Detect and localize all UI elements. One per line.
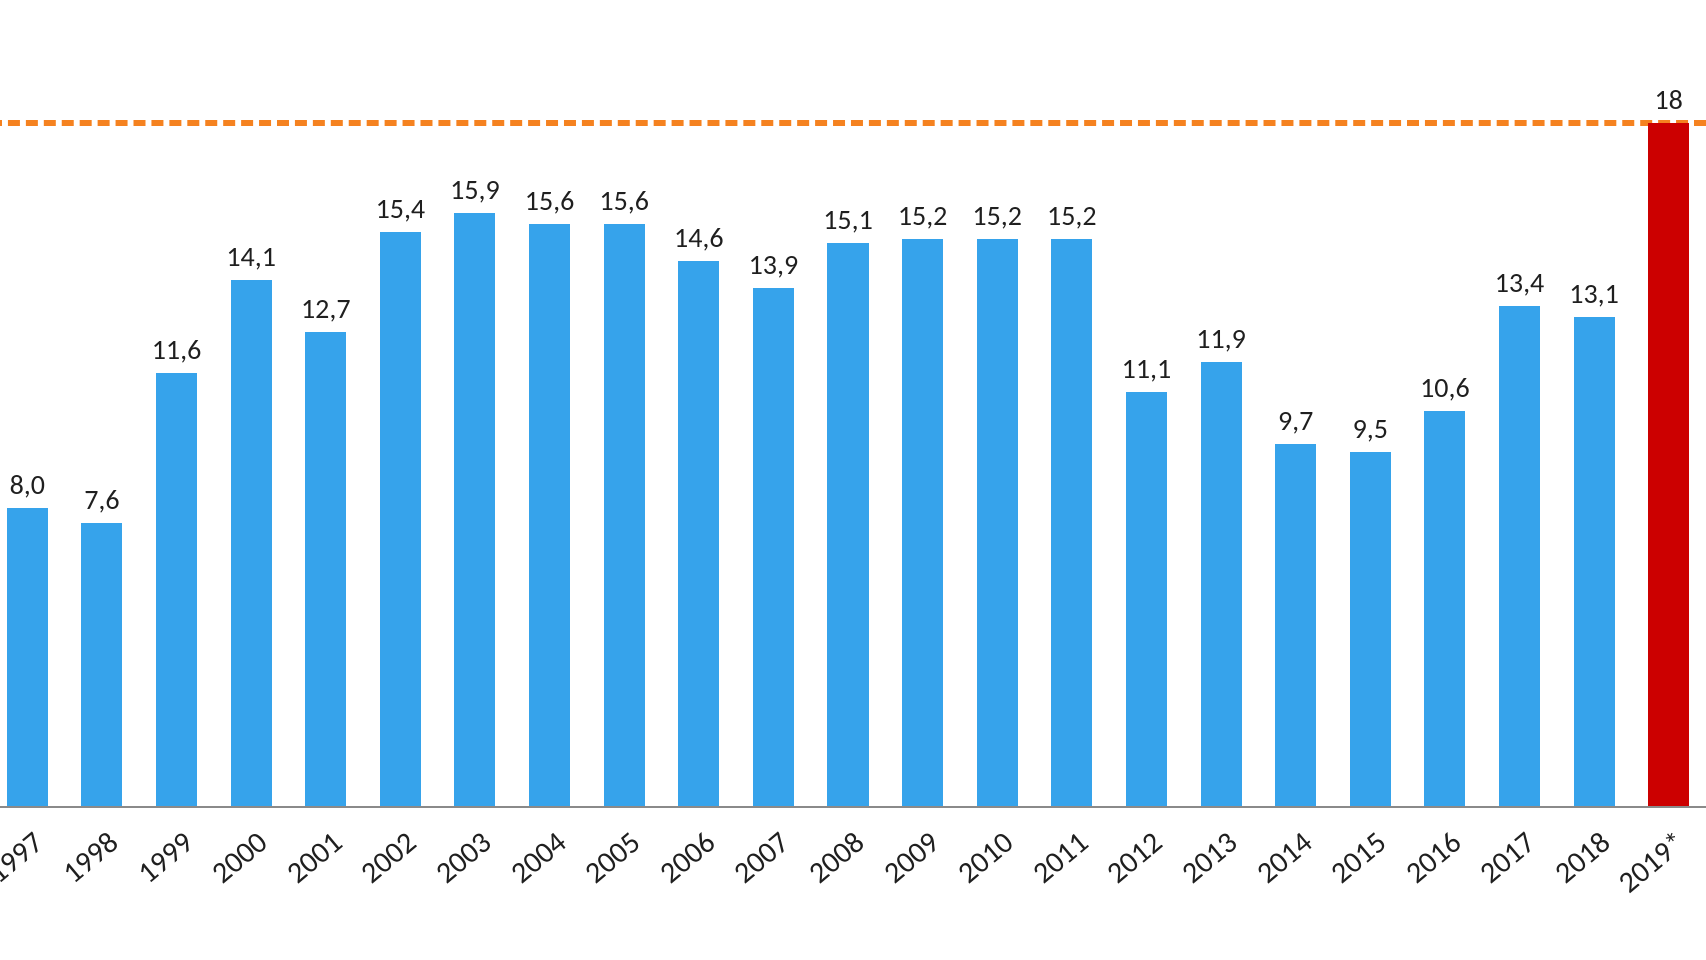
bar-value-label: 15,4	[376, 191, 426, 226]
reference-line	[0, 120, 1706, 126]
bar	[529, 224, 570, 806]
bar	[454, 213, 495, 806]
bar-value-label: 9,7	[1278, 403, 1313, 438]
bar-value-label: 15,9	[450, 172, 500, 207]
bar-value-label: 13,9	[749, 247, 799, 282]
category-label: 2002	[354, 824, 424, 891]
bar	[7, 508, 48, 806]
category-label: 1998	[55, 824, 125, 891]
bar	[977, 239, 1018, 806]
bar	[305, 332, 346, 806]
bar	[1648, 123, 1689, 806]
bar	[156, 373, 197, 806]
bar	[1424, 411, 1465, 806]
bar-value-label: 15,2	[972, 198, 1022, 233]
bar-value-label: 11,1	[1122, 351, 1172, 386]
category-label: 2017	[1473, 824, 1543, 891]
category-label: 2012	[1100, 824, 1170, 891]
bar	[380, 232, 421, 806]
bar-chart: 8,0 1997 7,6 1998 11,6 1999 14,1 2000 12,7 2001 15…	[0, 0, 1706, 960]
category-label: 2009	[876, 824, 946, 891]
bar	[1201, 362, 1242, 806]
bar-value-label: 10,6	[1420, 370, 1470, 405]
bar	[231, 280, 272, 806]
category-label: 2005	[578, 824, 648, 891]
bar-value-label: 11,9	[1196, 321, 1246, 356]
category-label: 2003	[428, 824, 498, 891]
category-label: 2015	[1324, 824, 1394, 891]
bar	[1499, 306, 1540, 806]
bar-value-label: 15,2	[1047, 198, 1097, 233]
category-label: 2008	[801, 824, 871, 891]
bar	[1051, 239, 1092, 806]
bar	[827, 243, 868, 806]
bar	[1126, 392, 1167, 806]
category-label: 2007	[727, 824, 797, 891]
bar	[1350, 452, 1391, 806]
bar-value-label: 15,1	[823, 202, 873, 237]
bar-value-label: 9,5	[1353, 411, 1388, 446]
category-label: 2011	[1025, 824, 1095, 891]
bar	[902, 239, 943, 806]
bar-value-label: 13,4	[1495, 265, 1545, 300]
category-label: 2018	[1547, 824, 1617, 891]
bar	[1574, 317, 1615, 806]
category-label: 2001	[279, 824, 349, 891]
bar-value-label: 18	[1654, 82, 1682, 117]
bar-value-label: 12,7	[301, 291, 351, 326]
category-label: 2016	[1398, 824, 1468, 891]
bar-value-label: 11,6	[152, 332, 202, 367]
bar-value-label: 8,0	[10, 467, 45, 502]
bar-value-label: 14,1	[226, 239, 276, 274]
bar	[81, 523, 122, 806]
bar-value-label: 15,6	[525, 183, 575, 218]
category-label: 2010	[951, 824, 1021, 891]
category-label: 2013	[1174, 824, 1244, 891]
category-label: 2006	[652, 824, 722, 891]
bar	[604, 224, 645, 806]
category-label: 1997	[0, 824, 51, 891]
bar	[753, 288, 794, 806]
bar-value-label: 13,1	[1569, 276, 1619, 311]
category-label: 2000	[205, 824, 275, 891]
x-axis	[0, 806, 1706, 808]
plot-area: 8,019977,6199811,6199914,1200012,7200115…	[0, 60, 1706, 806]
bar-value-label: 15,6	[599, 183, 649, 218]
bar-value-label: 14,6	[674, 220, 724, 255]
category-label: 2019*	[1611, 824, 1693, 901]
bar	[1275, 444, 1316, 806]
bar-value-label: 15,2	[898, 198, 948, 233]
category-label: 1999	[130, 824, 200, 891]
bar	[678, 261, 719, 806]
category-label: 2004	[503, 824, 573, 891]
bar-value-label: 7,6	[84, 482, 119, 517]
category-label: 2014	[1249, 824, 1319, 891]
